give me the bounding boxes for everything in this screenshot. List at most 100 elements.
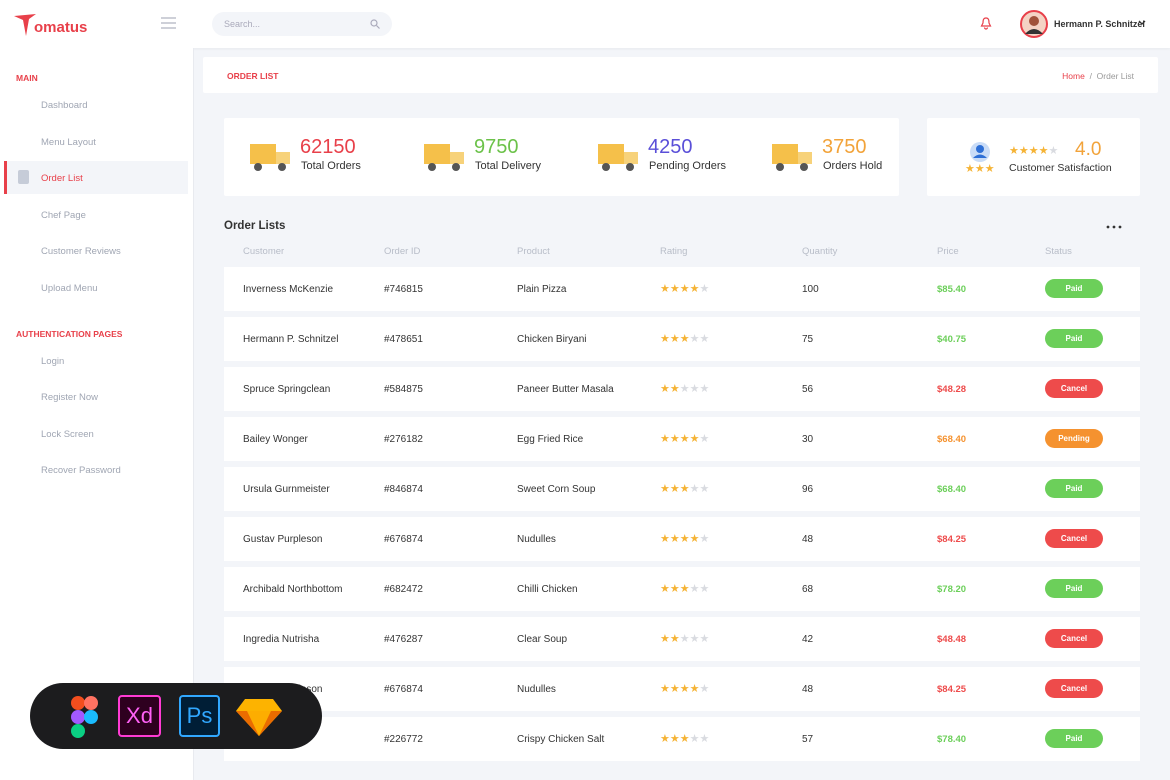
sidebar-item[interactable]: Dashboard [41,100,88,111]
star: ★ [699,733,710,745]
order-id: #226772 [384,734,423,745]
quantity: 48 [802,534,814,545]
star: ★ [669,583,680,595]
rating-stars: ★★★★★ [660,532,709,545]
column-header: Customer [243,246,285,257]
sidebar-item[interactable]: Register Now [41,392,99,404]
customer: Ursula Gurnmeister [243,484,330,495]
star: ★ [669,333,680,345]
table-row: Inverness McKenzie #746815 Plain Pizza ★★★★… [224,267,1140,311]
logo-icon [14,14,36,36]
star: ★ [679,483,690,495]
column-header: Quantity [802,246,838,257]
sidebar-item[interactable]: Lock Screen [41,428,94,440]
star: ★ [699,383,710,395]
quantity: 100 [802,284,819,295]
rating-stars: ★★★★★ [660,382,709,395]
order-id: #478651 [384,334,423,345]
table-row: Gustav Purpleson#676874Nudulles★★★★★48$8… [224,667,1140,711]
notification-icon[interactable] [980,17,992,30]
breadcrumb-link[interactable]: Home [1062,71,1085,81]
status-pill[interactable]: Paid [1045,279,1103,298]
order-id: #476287 [384,634,423,645]
svg-text:★★★: ★★★ [965,163,995,174]
price: $78.20 [937,584,967,595]
user-name[interactable]: Hermann P. Schnitzel [1054,19,1145,29]
status-pill[interactable]: Cancel [1045,379,1103,398]
stat-icon [250,144,290,171]
order-id: #676874 [384,684,423,695]
star: ★ [689,583,700,595]
star: ★ [679,383,690,395]
page-title: ORDER LIST [227,71,279,81]
quantity: 56 [802,384,814,395]
sidebar-item[interactable]: Customer Reviews [41,246,121,258]
stat-value: 9750 [474,136,519,158]
customer: Inverness McKenzie [243,284,334,295]
xd-logo: Xd [118,695,161,737]
stat-label: Orders Hold [823,160,883,172]
menu-toggle[interactable] [161,17,176,29]
star: ★ [689,733,700,745]
stats-card: 62150 Total Orders 9750 Total Delivery 4250 P… [224,118,899,196]
status-pill[interactable]: Paid [1045,479,1103,498]
star: ★ [679,533,690,545]
sidebar-item[interactable]: Menu Layout [41,136,96,148]
stat-label: Pending Orders [649,160,727,172]
satisfaction-stars: ★★★★★ [1009,141,1058,159]
star: ★ [689,483,700,495]
sidebar-item[interactable]: Order List [41,173,83,185]
star: ★ [660,583,670,595]
star: ★ [699,433,710,445]
star: ★ [699,283,710,295]
dropdown-caret[interactable] [1138,20,1146,26]
star: ★ [689,383,700,395]
quantity: 96 [802,484,814,495]
rating-stars: ★★★★★ [660,282,709,295]
star: ★ [689,333,700,345]
status-pill[interactable]: Paid [1045,329,1103,348]
status-pill[interactable]: Cancel [1045,529,1103,548]
table-row: Spruce Springclean #584875 Paneer Butter M… [224,367,1140,411]
stat-icon [424,144,464,171]
sidebar-item[interactable]: Upload Menu [41,283,98,294]
search-box[interactable]: Search... [212,12,392,36]
sidebar-item[interactable]: Recover Password [41,465,121,477]
status-pill[interactable]: Pending [1045,429,1103,448]
quantity: 68 [802,584,814,595]
status-pill[interactable]: Paid [1045,729,1103,748]
star: ★ [699,633,710,645]
column-header: Product [517,246,550,257]
star: ★ [1038,145,1049,157]
status-pill[interactable]: Cancel [1045,679,1103,698]
more-menu[interactable] [1106,224,1124,230]
status-pill[interactable]: Cancel [1045,629,1103,648]
satisfaction-label: Customer Satisfaction [1009,162,1112,174]
star: ★ [689,633,700,645]
star: ★ [669,633,680,645]
sidebar-item[interactable]: Chef Page [41,209,86,221]
rating-stars: ★★★★★ [660,432,709,445]
tool-badge: Xd Ps [30,683,322,749]
stat-label: Total Orders [301,160,361,172]
star: ★ [689,283,700,295]
order-id: #682472 [384,584,423,595]
price: $85.40 [937,284,967,295]
status-pill[interactable]: Paid [1045,579,1103,598]
star: ★ [679,733,690,745]
order-id: #584875 [384,384,423,395]
order-id: #676874 [384,534,423,545]
breadcrumb: Home / Order List [1062,71,1134,81]
star: ★ [1028,145,1039,157]
avatar[interactable] [1020,10,1048,38]
star: ★ [679,683,690,695]
table-row: Ursula Gurnmeister #846874 Sweet Corn Soup… [224,467,1140,511]
customer: Bailey Wonger [243,434,308,445]
customer: Ingredia Nutrisha [243,634,320,645]
star: ★ [679,433,690,445]
star: ★ [669,383,680,395]
breadcrumb-separator: / [1089,71,1092,81]
star: ★ [699,533,710,545]
sidebar-item[interactable]: Login [41,355,65,367]
